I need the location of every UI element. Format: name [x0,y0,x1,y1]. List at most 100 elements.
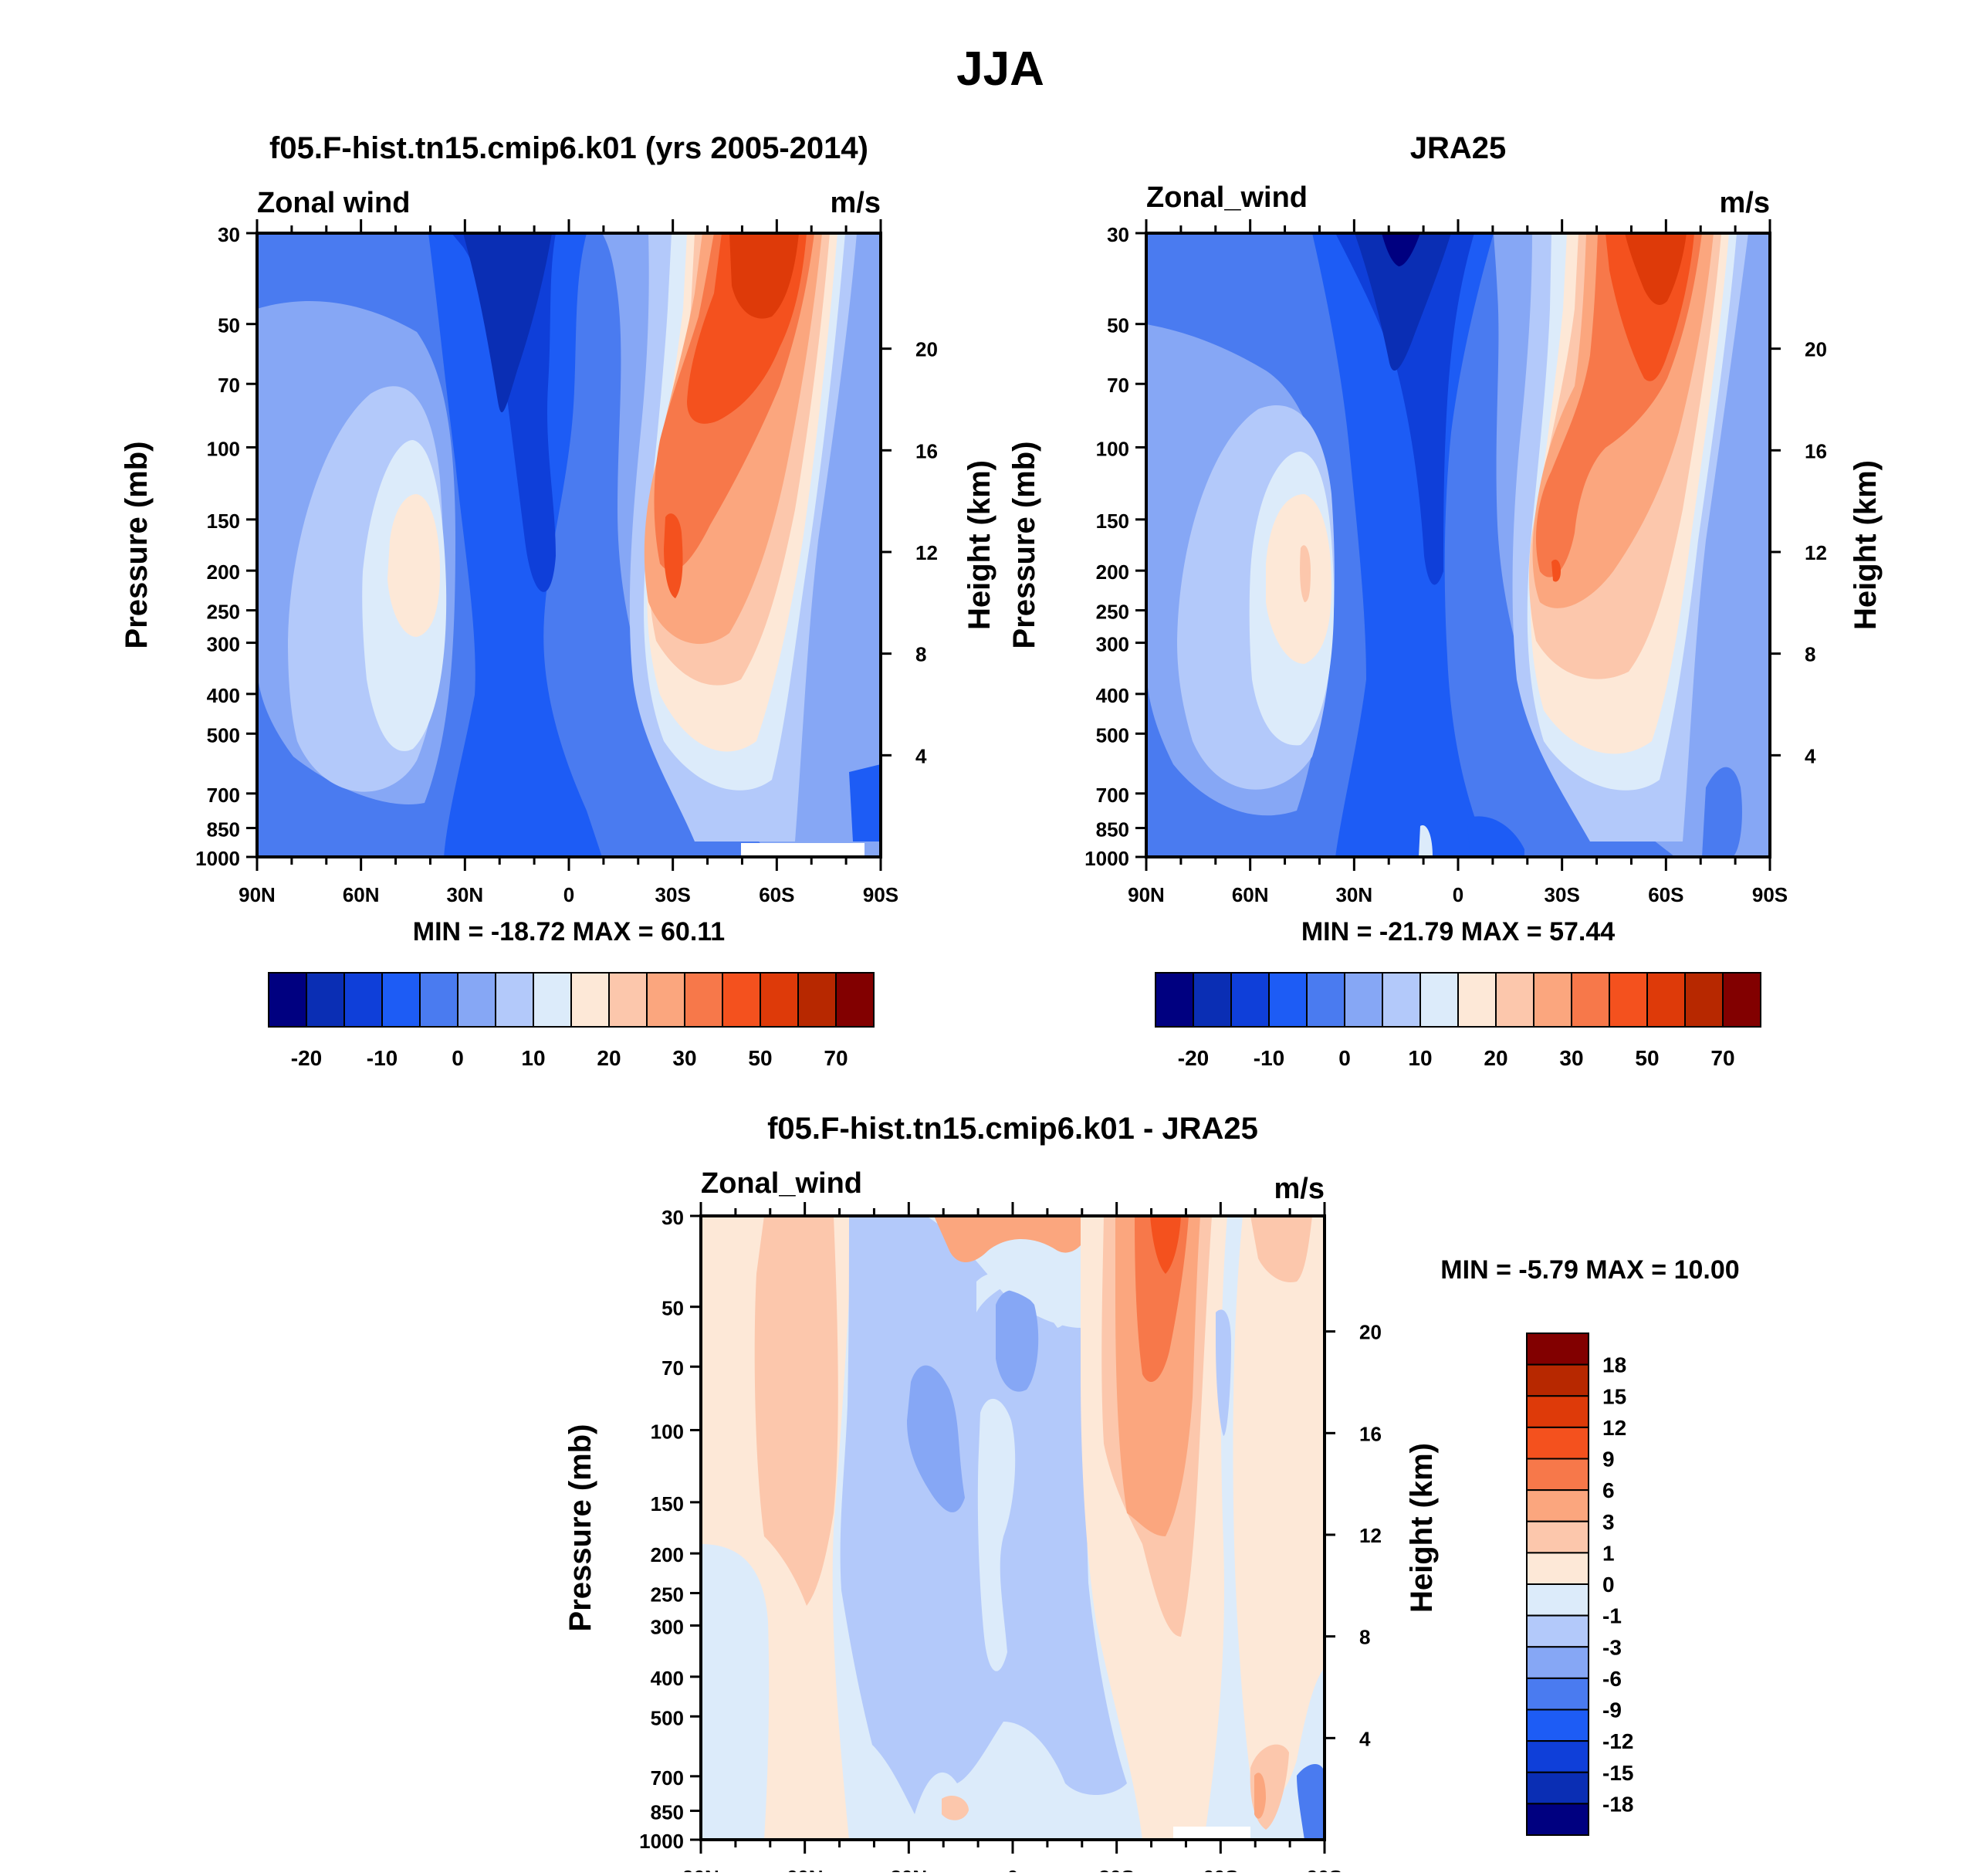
colorbar-swatch [343,972,383,1028]
colorbar-label: -20 [1178,1046,1209,1070]
pressure-tick-label: 250 [1096,601,1129,624]
colorbar-swatch [1193,972,1232,1028]
min-max-text: MIN = -5.79 MAX = 10.00 [1440,1255,1739,1285]
contour-field [701,1216,1325,1840]
colorbar-swatch [1571,972,1610,1028]
panel-title: f05.F-hist.tn15.cmip6.k01 - JRA25 [767,1112,1258,1146]
colorbar-swatch [1526,1395,1589,1428]
contour-band [1419,825,1433,857]
colorbar-swatch [381,972,421,1028]
colorbar-label: 15 [1602,1384,1626,1408]
colorbar-label: -20 [291,1046,322,1070]
pressure-tick-label: 70 [661,1356,684,1380]
contour-band [1233,1216,1325,1809]
pressure-tick-label: 1000 [1084,847,1129,870]
pressure-tick-label: 200 [1096,560,1129,584]
contour-band [934,1216,1096,1262]
pressure-tick-label: 30 [661,1206,684,1229]
colorbar-swatch [684,972,723,1028]
colorbar-swatch [268,972,307,1028]
colorbar-swatch [1526,1677,1589,1711]
colorbar-swatch [1526,1803,1589,1836]
pressure-tick-label: 400 [1096,684,1129,707]
missing-data [1173,1827,1250,1840]
pressure-tick-label: 700 [207,784,240,807]
height-tick-label: 8 [1805,643,1815,666]
colorbar-swatch [1526,1583,1589,1617]
contour-band [1300,545,1311,602]
contour-band [996,1290,1039,1392]
height-axis-title: Height (km) [1849,460,1883,630]
lat-tick-label: 30N [446,883,483,906]
pressure-tick-label: 850 [651,1801,684,1824]
contour-band [1551,559,1561,582]
contour-band [729,233,799,319]
colorbar-swatch [306,972,345,1028]
colorbar-swatch [1526,1740,1589,1773]
pressure-tick-label: 1000 [195,847,240,870]
colorbar-swatch [1268,972,1308,1028]
colorbar-swatch [1230,972,1270,1028]
pressure-tick-label: 200 [207,560,240,584]
colorbar-label: -9 [1602,1698,1622,1722]
colorbar-label: 50 [1635,1046,1659,1070]
colorbar-swatch [1684,972,1724,1028]
pressure-tick-label: 100 [207,437,240,460]
colorbar-swatch [1526,1426,1589,1460]
colorbar-swatch [835,972,875,1028]
pressure-tick-label: 50 [661,1297,684,1320]
colorbar-swatch [1526,1333,1589,1366]
pressure-tick-label: 1000 [639,1830,684,1853]
contour-band [1135,1216,1189,1382]
colorbar-label: 20 [1484,1046,1507,1070]
colorbar-label: 30 [1559,1046,1583,1070]
pressure-tick-label: 300 [207,633,240,656]
contour-band [977,1398,1016,1671]
colorbar-swatch [1722,972,1761,1028]
colorbar-label: 30 [672,1046,696,1070]
units-label: m/s [1720,187,1770,219]
height-tick-label: 12 [1805,541,1827,564]
contour-band [1382,233,1420,266]
lat-tick-label: 0 [1453,883,1463,906]
contour-band [1335,233,1474,585]
lat-tick-label: 30S [655,883,691,906]
lat-tick-label: 90N [682,1866,719,1872]
variable-label: Zonal wind [257,187,410,219]
colorbar-swatch [1526,1708,1589,1742]
height-axis-title: Height (km) [963,460,996,630]
colorbar-label: 10 [1408,1046,1432,1070]
pressure-tick-label: 150 [207,510,240,533]
panel-difference: f05.F-hist.tn15.cmip6.k01 - JRA25 Zonal_… [563,1112,1740,1876]
colorbar-swatch [722,972,761,1028]
colorbar-swatch [1419,972,1459,1028]
colorbar-swatch [1526,1363,1589,1397]
pressure-tick-label: 850 [1096,818,1129,841]
contour-band [810,1804,834,1840]
colorbar-swatch [1646,972,1686,1028]
units-label: m/s [1274,1173,1325,1205]
height-tick-label: 16 [1359,1422,1382,1445]
colorbar-swatch [1526,1458,1589,1492]
colorbar-label: -15 [1602,1761,1633,1785]
colorbar-swatch [646,972,685,1028]
panel-title: JRA25 [1410,131,1507,165]
lat-tick-label: 60N [1232,883,1269,906]
colorbar-swatch [533,972,572,1028]
contour-band [1266,494,1331,664]
contour-band [1297,1764,1325,1840]
pressure-tick-label: 70 [1107,374,1129,397]
colorbar-label: 0 [1338,1046,1351,1070]
height-tick-label: 8 [1359,1626,1370,1649]
colorbar-label: -3 [1602,1635,1622,1659]
units-label: m/s [831,187,881,219]
height-tick-label: 4 [1805,744,1816,767]
lat-tick-label: 60N [787,1866,824,1872]
colorbar-swatch [1344,972,1383,1028]
colorbar-label: 10 [521,1046,545,1070]
contour-band [1355,233,1451,371]
lat-tick-label: 30N [1335,883,1372,906]
height-axis-title: Height (km) [1405,1443,1439,1613]
colorbar-label: -6 [1602,1667,1622,1691]
pressure-tick-label: 100 [651,1420,684,1443]
